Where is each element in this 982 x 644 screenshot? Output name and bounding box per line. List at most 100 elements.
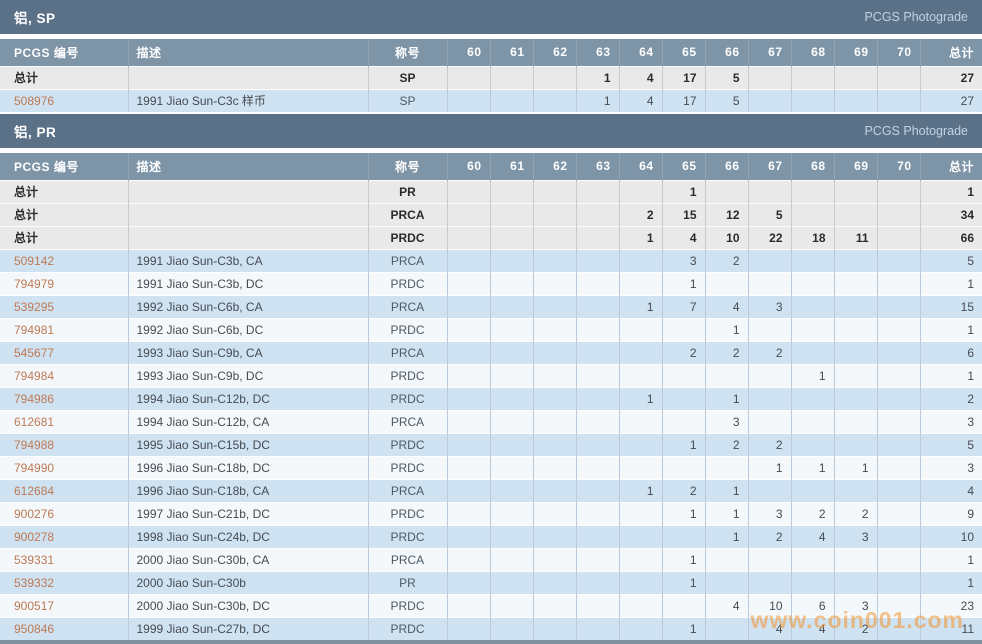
col-header-grade-66: 66	[704, 153, 748, 180]
pcgs-number-link[interactable]: 539331	[14, 552, 55, 567]
grade-count-cell	[618, 593, 662, 617]
grade-count-cell: 3	[704, 409, 748, 433]
pcgs-number-link[interactable]: 508976	[14, 93, 55, 108]
pcgs-number-link[interactable]: 794988	[14, 437, 55, 452]
population-table-pr: PCGS 编号 描述 称号 60 61 62 63 64 65 66 67 68 69 70 总计 总计 PR 1…	[0, 153, 982, 640]
bottom-divider	[0, 640, 982, 644]
grade-count-cell	[532, 88, 576, 112]
designation-cell: PRDC	[367, 271, 447, 295]
grade-count-cell	[575, 202, 619, 226]
grade-count-cell	[489, 616, 533, 640]
pcgs-number-link[interactable]: 900278	[14, 529, 55, 544]
grade-count-cell	[833, 88, 877, 112]
grade-count-cell	[618, 547, 662, 571]
coin-description	[127, 202, 368, 226]
row-total-cell: 6	[919, 340, 982, 364]
grade-count-cell: 1	[790, 363, 834, 387]
coin-description: 1993 Jiao Sun-C9b, CA	[127, 340, 368, 364]
col-header-grade-70: 70	[876, 153, 920, 180]
grade-count-cell	[618, 501, 662, 525]
designation-cell: SP	[367, 88, 447, 112]
pcgs-number-link[interactable]: 794990	[14, 460, 55, 475]
grade-count-cell	[747, 65, 791, 89]
pcgs-number-link[interactable]: 794981	[14, 322, 55, 337]
grade-count-cell	[876, 202, 920, 226]
pcgs-number-link[interactable]: 950846	[14, 621, 55, 636]
grade-count-cell: 3	[833, 593, 877, 617]
pcgs-number-link[interactable]: 539295	[14, 299, 55, 314]
pcgs-number-link[interactable]: 794984	[14, 368, 55, 383]
photograde-link[interactable]: PCGS Photograde	[864, 10, 968, 24]
grade-count-cell: 1	[575, 88, 619, 112]
coin-row: 509142 1991 Jiao Sun-C3b, CA PRCA 3 2 5	[0, 248, 982, 272]
grade-count-cell	[747, 179, 791, 203]
coin-description: 2000 Jiao Sun-C30b, DC	[127, 593, 368, 617]
grade-count-cell	[833, 65, 877, 89]
pcgs-number-link[interactable]: 612684	[14, 483, 55, 498]
grade-count-cell: 5	[704, 65, 748, 89]
grade-count-cell	[575, 340, 619, 364]
grade-count-cell	[876, 225, 920, 249]
grade-count-cell: 1	[575, 65, 619, 89]
grade-count-cell	[489, 409, 533, 433]
grade-count-cell	[446, 432, 490, 456]
pcgs-number-cell: 545677	[0, 340, 128, 364]
grade-count-cell: 1	[704, 317, 748, 341]
grade-count-cell: 1	[618, 294, 662, 318]
row-total-cell: 1	[919, 179, 982, 203]
row-total-cell: 3	[919, 455, 982, 479]
pcgs-number-link[interactable]: 509142	[14, 253, 55, 268]
coin-description: 1998 Jiao Sun-C24b, DC	[127, 524, 368, 548]
grade-count-cell: 3	[747, 501, 791, 525]
coin-description: 1996 Jiao Sun-C18b, CA	[127, 478, 368, 502]
grade-count-cell	[704, 271, 748, 295]
row-total-cell: 9	[919, 501, 982, 525]
designation-cell: SP	[367, 65, 447, 89]
col-header-designation: 称号	[367, 153, 447, 180]
grade-count-cell	[618, 570, 662, 594]
coin-row: 794990 1996 Jiao Sun-C18b, DC PRDC 1 1 1 3	[0, 455, 982, 479]
grade-count-cell	[704, 363, 748, 387]
grade-count-cell: 4	[704, 294, 748, 318]
pcgs-number-link[interactable]: 900517	[14, 598, 55, 613]
grade-count-cell	[618, 455, 662, 479]
coin-row: 508976 1991 Jiao Sun-C3c 样币 SP 1 4 17 5 27	[0, 88, 982, 112]
grade-count-cell	[876, 294, 920, 318]
pcgs-number-link[interactable]: 612681	[14, 414, 55, 429]
grade-count-cell	[876, 593, 920, 617]
grade-count-cell	[876, 65, 920, 89]
grade-count-cell	[833, 271, 877, 295]
grade-count-cell	[489, 363, 533, 387]
coin-description: 1995 Jiao Sun-C15b, DC	[127, 432, 368, 456]
pcgs-number-link[interactable]: 794979	[14, 276, 55, 291]
grade-count-cell	[489, 317, 533, 341]
grade-count-cell	[575, 248, 619, 272]
grade-count-cell	[704, 179, 748, 203]
grade-count-cell	[489, 225, 533, 249]
pcgs-number-cell: 900278	[0, 524, 128, 548]
grade-count-cell	[876, 524, 920, 548]
coin-row: 545677 1993 Jiao Sun-C9b, CA PRCA 2 2 2 6	[0, 340, 982, 364]
grade-count-cell	[489, 248, 533, 272]
grade-count-cell: 1	[704, 524, 748, 548]
grade-count-cell	[532, 524, 576, 548]
grade-count-cell: 2	[704, 340, 748, 364]
coin-description	[127, 225, 368, 249]
grade-count-cell	[747, 409, 791, 433]
pcgs-number-link[interactable]: 539332	[14, 575, 55, 590]
grade-count-cell	[747, 547, 791, 571]
grade-count-cell	[876, 363, 920, 387]
pcgs-number-link[interactable]: 545677	[14, 345, 55, 360]
grade-count-cell	[446, 616, 490, 640]
photograde-link[interactable]: PCGS Photograde	[864, 124, 968, 138]
pcgs-number-cell: 794990	[0, 455, 128, 479]
grade-count-cell	[790, 294, 834, 318]
pcgs-number-link[interactable]: 794986	[14, 391, 55, 406]
col-header-grade-68: 68	[790, 39, 834, 66]
pcgs-number-cell: 794984	[0, 363, 128, 387]
pcgs-number-link[interactable]: 900276	[14, 506, 55, 521]
col-header-grade-64: 64	[618, 153, 662, 180]
grade-count-cell	[790, 179, 834, 203]
grade-count-cell	[876, 386, 920, 410]
grade-count-cell	[575, 271, 619, 295]
